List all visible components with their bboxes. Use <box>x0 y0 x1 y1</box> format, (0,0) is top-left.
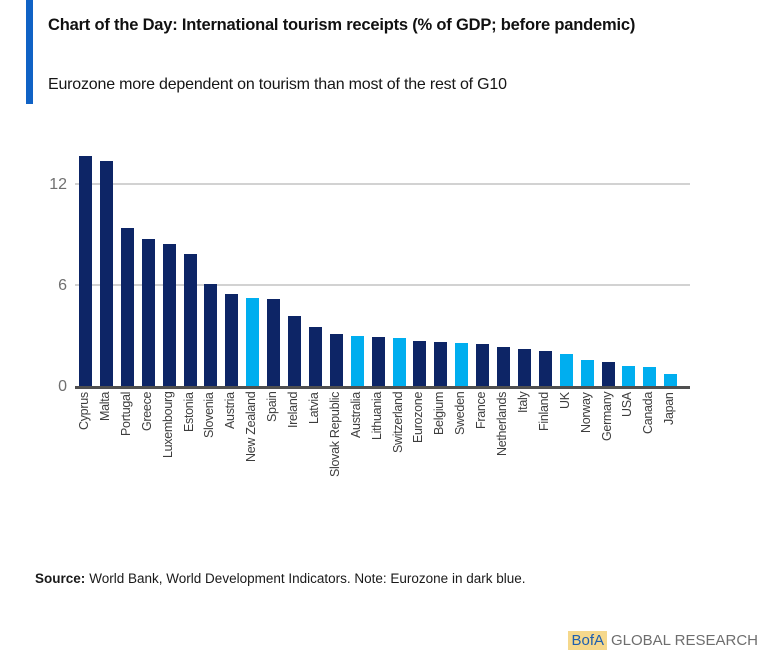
bar-estonia <box>183 253 197 387</box>
bar-latvia <box>308 327 322 387</box>
y-tick-label: 0 <box>58 378 67 395</box>
category-label: Portugal <box>118 392 133 437</box>
category-label: Spain <box>265 392 280 423</box>
bar-ireland <box>288 316 301 387</box>
bofa-logo: BofA <box>568 631 607 650</box>
bar-japan <box>664 374 678 387</box>
bar-sweden <box>455 343 469 387</box>
category-label: Switzerland <box>390 392 405 454</box>
gridline <box>75 283 690 286</box>
category-label: Luxembourg <box>160 392 175 459</box>
x-axis-line <box>75 386 690 389</box>
brand-footer: BofA GLOBAL RESEARCH <box>568 631 758 650</box>
accent-bar <box>26 0 33 104</box>
category-label: Slovak Republic <box>327 392 342 478</box>
bar-austria <box>225 294 239 387</box>
category-label: Netherlands <box>495 392 509 457</box>
bar-germany <box>601 361 615 387</box>
page-title: Chart of the Day: International tourism … <box>48 16 636 34</box>
bar-usa <box>622 365 636 387</box>
y-tick-label: 6 <box>58 276 67 294</box>
category-label: Cyprus <box>77 392 91 430</box>
plot-area: 0 6 12 Cyprus Malta Portugal Greece Luxembourg E… <box>49 150 690 477</box>
category-label: Germany <box>599 392 614 442</box>
bar-malta <box>99 160 113 387</box>
category-label: Slovenia <box>202 392 217 438</box>
category-label: Belgium <box>432 392 447 436</box>
bar-spain <box>267 299 281 387</box>
category-label: Italy <box>515 392 530 414</box>
bar-slovenia <box>204 284 218 387</box>
bar-italy <box>517 349 531 387</box>
category-label: Norway <box>578 392 593 433</box>
y-tick-label: 12 <box>49 175 67 193</box>
category-label: Eurozone <box>411 392 426 444</box>
category-label: USA <box>620 392 635 417</box>
bar-switzerland <box>392 338 406 387</box>
bar-australia <box>350 335 364 387</box>
chart-subtitle: Eurozone more dependent on tourism than … <box>48 76 507 93</box>
category-label: Austria <box>223 392 238 429</box>
category-label: Sweden <box>453 392 468 436</box>
global-research-label: GLOBAL RESEARCH <box>611 632 758 649</box>
category-label: Finland <box>536 392 551 431</box>
category-label: Ireland <box>286 392 300 429</box>
bar-lithuania <box>371 337 385 387</box>
category-label: Latvia <box>306 392 321 424</box>
bar-finland <box>538 350 552 387</box>
bar-cyprus <box>79 155 92 387</box>
bar-greece <box>141 238 155 387</box>
bar-uk <box>559 354 573 387</box>
category-label: Malta <box>97 392 112 422</box>
category-label: Australia <box>348 392 363 438</box>
bar-eurozone <box>413 340 427 387</box>
category-label: New Zealand <box>244 392 259 463</box>
source-text: World Bank, World Development Indicators… <box>89 571 526 586</box>
bar-belgium <box>434 342 448 387</box>
category-label: Estonia <box>181 392 196 432</box>
bar-portugal <box>120 228 134 387</box>
category-label: Lithuania <box>369 392 384 441</box>
category-label: Greece <box>139 392 154 432</box>
bar-france <box>476 343 490 387</box>
bar-norway <box>580 360 594 387</box>
category-label: Japan <box>662 392 677 425</box>
category-label: France <box>474 392 489 430</box>
bar-luxembourg <box>162 243 176 387</box>
source-note: Source: World Bank, World Development Ind… <box>35 571 525 586</box>
gridline <box>75 182 690 185</box>
bar-canada <box>643 366 657 387</box>
source-label: Source: <box>35 571 86 586</box>
bar-netherlands <box>497 347 510 387</box>
bar-new-zealand <box>246 297 260 387</box>
bar-slovak-republic <box>329 333 343 387</box>
category-label: UK <box>557 392 572 409</box>
category-label: Canada <box>641 392 656 434</box>
